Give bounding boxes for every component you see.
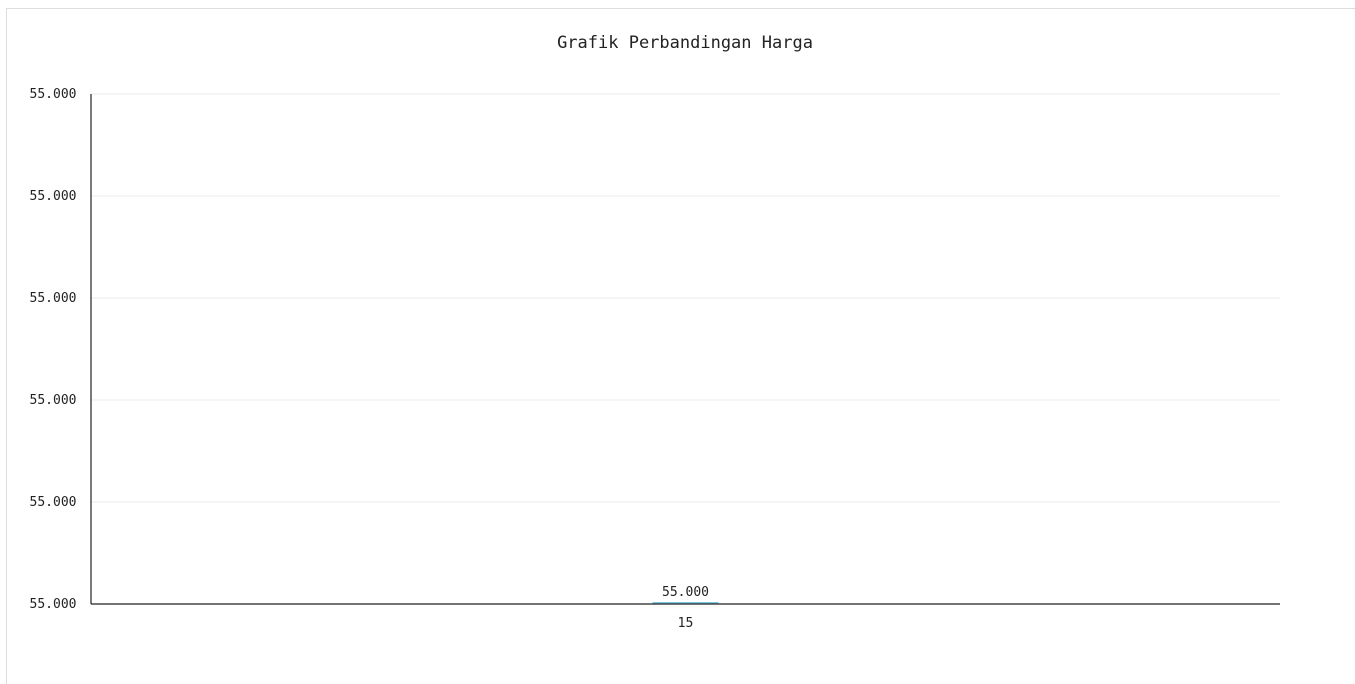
bar[interactable] [652,602,719,604]
x-axis-tick-labels: 15 [678,616,694,631]
y-tick-label: 55.000 [30,87,77,102]
y-axis-tick-labels: 55.000 55.000 55.000 55.000 55.000 55.000 [30,87,77,612]
gridlines [91,93,1280,503]
x-tick-label: 15 [678,616,694,631]
y-tick-label: 55.000 [30,189,77,204]
y-tick-label: 55.000 [30,597,77,612]
chart-title: Grafik Perbandingan Harga [557,33,813,53]
y-tick-label: 55.000 [30,393,77,408]
y-tick-label: 55.000 [30,291,77,306]
chart-frame [6,8,1355,684]
bars: 55.000 [652,585,719,604]
bar-data-label: 55.000 [662,585,709,600]
y-tick-label: 55.000 [30,495,77,510]
